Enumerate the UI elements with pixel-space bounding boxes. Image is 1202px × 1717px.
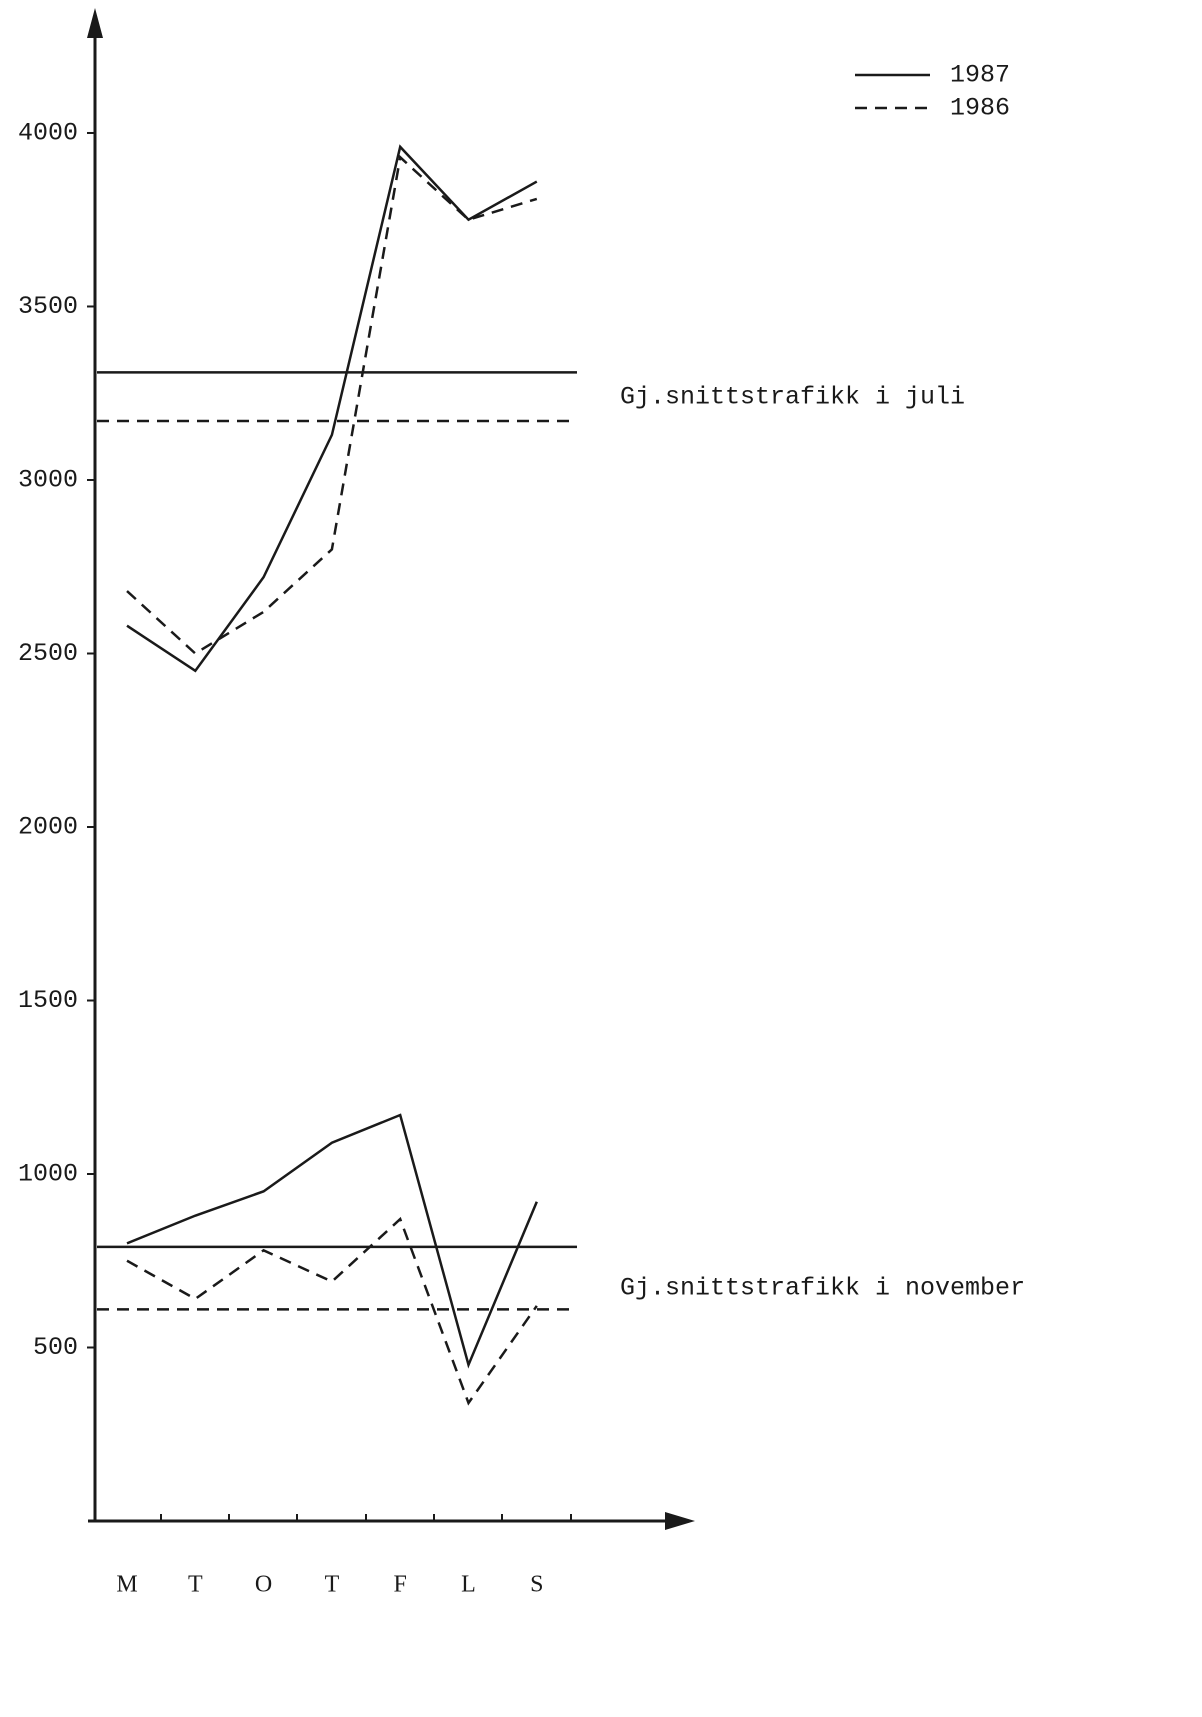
x-tick-label: O [255, 1572, 272, 1598]
series-line [126, 144, 538, 673]
series-line [126, 1216, 538, 1406]
y-axis-arrow [87, 8, 103, 38]
x-tick-label: T [325, 1572, 340, 1598]
y-tick-label: 4000 [18, 119, 78, 148]
annotation: Gj.snittstrafikk i juli [620, 382, 965, 411]
series-line [126, 154, 538, 656]
y-tick-label: 2500 [18, 639, 78, 668]
y-tick-label: 2000 [18, 813, 78, 842]
y-tick-label: 1000 [18, 1160, 78, 1189]
legend-label: 1986 [950, 94, 1010, 123]
x-tick-label: L [461, 1572, 476, 1598]
x-tick-label: F [394, 1572, 407, 1598]
legend-label: 1987 [950, 61, 1010, 90]
y-tick-label: 3000 [18, 466, 78, 495]
y-tick-label: 500 [33, 1333, 78, 1362]
x-axis-arrow [665, 1512, 695, 1530]
x-tick-label: M [116, 1572, 137, 1598]
x-axis-ticks [160, 1514, 572, 1521]
y-tick-label: 3500 [18, 292, 78, 321]
y-tick-label: 1500 [18, 986, 78, 1015]
series-line [126, 1113, 538, 1369]
annotation: Gj.snittstrafikk i november [620, 1274, 1025, 1303]
x-tick-label: S [530, 1572, 543, 1598]
x-tick-label: T [188, 1572, 203, 1598]
